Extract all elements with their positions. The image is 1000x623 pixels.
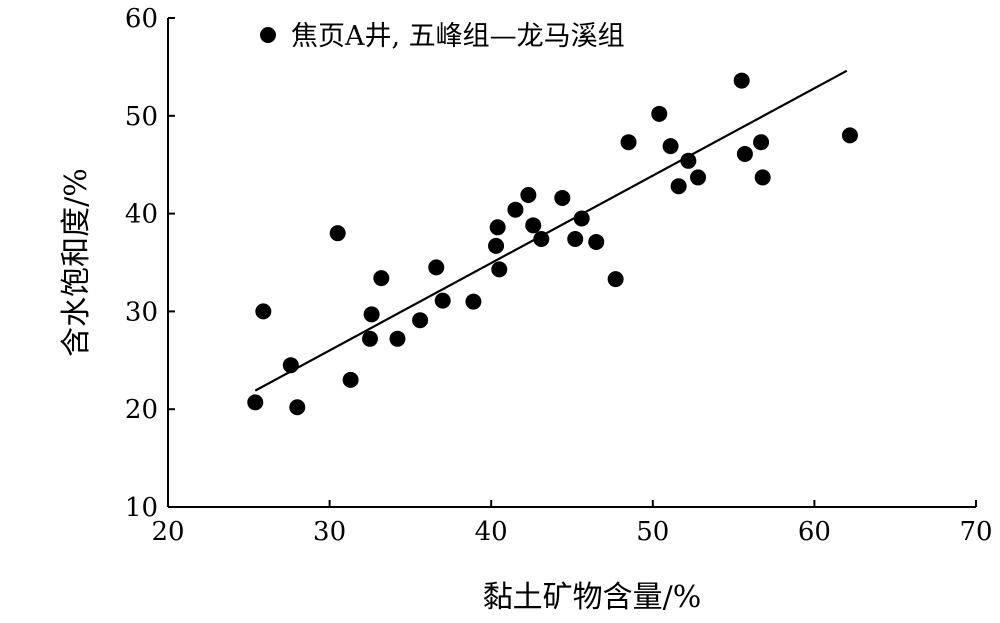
x-axis-title: 黏土矿物含量/% — [483, 580, 702, 615]
y-tick-label: 20 — [125, 395, 158, 425]
x-tick-label: 50 — [636, 517, 669, 547]
data-point — [736, 145, 753, 162]
data-point — [363, 306, 380, 323]
data-point — [754, 169, 771, 186]
data-point — [607, 271, 624, 288]
data-point — [362, 330, 378, 347]
legend-marker — [260, 27, 276, 43]
data-point — [554, 189, 571, 206]
legend-label: 焦页A井, 五峰组—龙马溪组 — [291, 21, 625, 52]
legend: 焦页A井, 五峰组—龙马溪组 — [260, 21, 625, 52]
data-point — [651, 105, 668, 122]
data-point — [573, 210, 590, 227]
data-point — [733, 72, 750, 89]
data-point — [588, 233, 605, 250]
y-tick-label: 60 — [125, 4, 158, 34]
x-tick-label: 40 — [475, 517, 508, 547]
data-point — [670, 178, 687, 195]
data-point — [489, 219, 506, 236]
data-point — [342, 371, 359, 388]
y-tick-label: 50 — [125, 102, 158, 132]
x-tick-label: 60 — [798, 517, 831, 547]
data-point — [488, 237, 505, 254]
y-tick-label: 40 — [125, 200, 158, 230]
trendline-layer — [254, 69, 848, 392]
data-point — [525, 217, 542, 234]
data-point — [491, 261, 508, 278]
y-tick-label: 30 — [125, 297, 158, 327]
data-point — [373, 270, 390, 287]
data-point — [690, 169, 707, 186]
data-point — [282, 357, 299, 374]
data-point — [680, 152, 697, 169]
data-point — [520, 187, 537, 204]
y-tick-label: 10 — [125, 493, 158, 523]
data-point — [620, 134, 637, 151]
data-points — [247, 72, 858, 416]
trendline — [254, 69, 848, 392]
data-point — [434, 292, 451, 309]
data-point — [567, 231, 584, 248]
data-point — [255, 303, 272, 320]
data-point — [428, 259, 445, 276]
data-point — [412, 312, 429, 329]
data-point — [662, 138, 679, 155]
y-axis-title: 含水饱和度/% — [59, 168, 94, 357]
data-point — [753, 134, 770, 151]
data-point — [329, 225, 346, 242]
data-point — [465, 293, 482, 310]
data-point — [389, 330, 406, 347]
x-tick-label: 20 — [151, 517, 184, 547]
data-point — [533, 231, 550, 248]
data-point — [507, 201, 524, 218]
data-point — [289, 399, 306, 416]
data-point — [247, 394, 264, 411]
data-point — [841, 127, 858, 144]
x-tick-label: 70 — [959, 517, 992, 547]
x-tick-label: 30 — [313, 517, 346, 547]
